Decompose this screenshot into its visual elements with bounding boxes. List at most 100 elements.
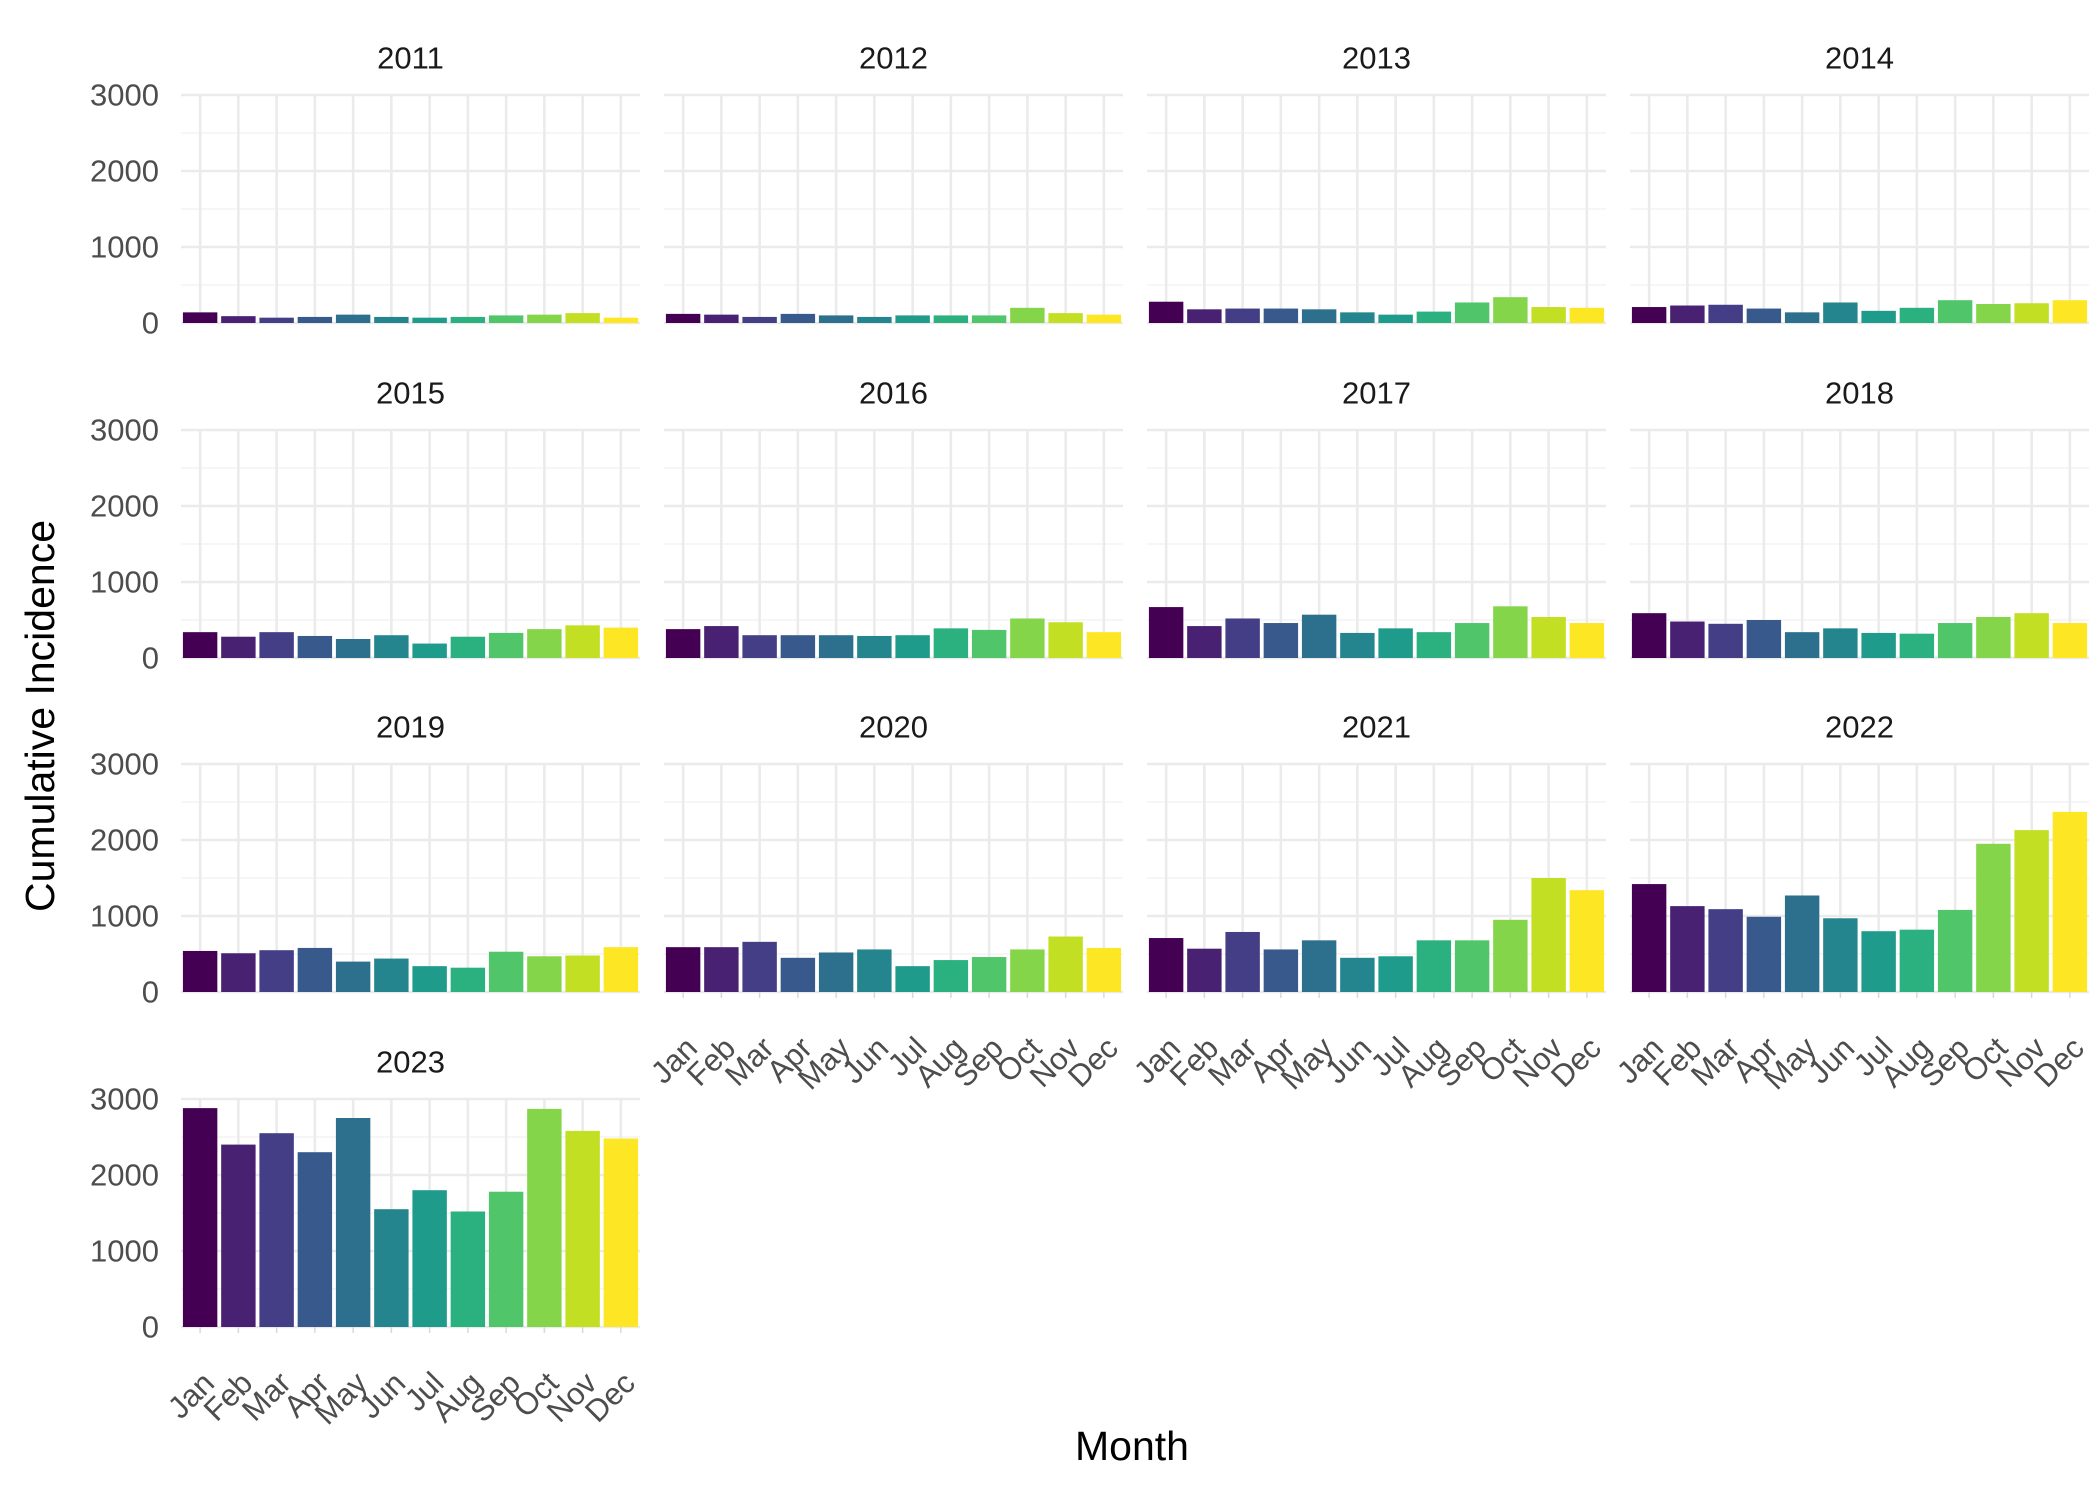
- panel-title-2022: 2022: [1825, 710, 1894, 745]
- bar-2012-Mar: [742, 316, 777, 323]
- bar-2016-Jul: [895, 635, 930, 658]
- bar-2011-Jun: [374, 316, 409, 323]
- y-tick-label: 2000: [90, 154, 159, 189]
- bar-2018-Feb: [1670, 621, 1705, 658]
- y-tick-label: 3000: [90, 78, 159, 113]
- bar-2021-Apr: [1263, 949, 1299, 992]
- y-tick-label: 2000: [90, 1158, 159, 1193]
- panel-2014: 2014: [1630, 41, 2089, 325]
- bar-2022-Sep: [1937, 909, 1973, 992]
- bar-2019-Jul: [412, 966, 447, 992]
- bar-2019-Nov: [565, 955, 600, 992]
- bar-2022-Dec: [2052, 811, 2088, 992]
- bar-2014-Mar: [1708, 304, 1743, 323]
- bar-2020-Mar: [742, 941, 777, 992]
- bar-2018-Sep: [1937, 623, 1973, 658]
- y-tick-label: 2000: [90, 823, 159, 858]
- panel-2016: 2016: [664, 376, 1123, 660]
- bar-2011-Oct: [527, 314, 562, 323]
- bar-2017-Jul: [1378, 628, 1413, 658]
- bar-2012-Sep: [971, 315, 1007, 323]
- bar-2016-Jan: [665, 629, 701, 658]
- y-tick-label: 0: [142, 975, 159, 1010]
- bar-2021-Aug: [1416, 940, 1452, 992]
- bar-2014-Jun: [1823, 302, 1858, 323]
- bar-2019-Apr: [297, 947, 333, 992]
- bar-2016-Dec: [1086, 632, 1122, 658]
- bar-2011-Apr: [297, 316, 333, 323]
- bar-2023-Nov: [565, 1130, 600, 1327]
- bar-2018-Dec: [2052, 623, 2088, 658]
- bar-2023-Jul: [412, 1190, 447, 1327]
- bar-2023-Jun: [374, 1209, 409, 1327]
- bar-2020-Aug: [933, 960, 969, 992]
- bar-2023-May: [335, 1118, 371, 1327]
- y-tick-label: 1000: [90, 230, 159, 265]
- bar-2012-Oct: [1010, 307, 1045, 323]
- bar-2017-Nov: [1531, 616, 1566, 658]
- bar-2016-Mar: [742, 635, 777, 658]
- bar-2019-Aug: [450, 967, 486, 992]
- panel-title-2012: 2012: [859, 41, 928, 76]
- bar-2011-Nov: [565, 313, 600, 323]
- bar-2019-Dec: [603, 947, 639, 992]
- bar-2021-Mar: [1225, 931, 1260, 992]
- bar-2014-May: [1784, 312, 1820, 323]
- bar-2022-Nov: [2014, 830, 2049, 992]
- bar-2013-Aug: [1416, 311, 1452, 323]
- bar-2023-Apr: [297, 1152, 333, 1327]
- bar-2011-Dec: [603, 317, 639, 323]
- y-tick-label: 1000: [90, 565, 159, 600]
- y-tick-label: 3000: [90, 1082, 159, 1117]
- bar-2018-Jun: [1823, 628, 1858, 658]
- bar-2011-Jan: [182, 312, 218, 323]
- bar-2017-Feb: [1187, 626, 1222, 658]
- bar-2013-Apr: [1263, 308, 1299, 323]
- bar-2011-Feb: [221, 316, 256, 323]
- panel-title-2015: 2015: [376, 376, 445, 411]
- bar-2021-Sep: [1454, 940, 1490, 992]
- bar-2013-Dec: [1569, 307, 1605, 323]
- bar-2017-Jan: [1148, 607, 1184, 658]
- bar-2012-Dec: [1086, 314, 1122, 323]
- y-tick-label: 3000: [90, 747, 159, 782]
- bar-2021-Jan: [1148, 938, 1184, 992]
- bar-2019-Feb: [221, 953, 256, 992]
- bar-2016-Apr: [780, 635, 816, 658]
- bar-2017-Aug: [1416, 632, 1452, 658]
- bar-2016-May: [818, 635, 854, 658]
- bar-2022-Aug: [1899, 929, 1935, 992]
- panel-2011: 2011 0 1000 2000 3000: [90, 41, 640, 341]
- bar-2018-Aug: [1899, 633, 1935, 658]
- panel-title-2013: 2013: [1342, 41, 1411, 76]
- bar-2015-Oct: [527, 629, 562, 658]
- bar-2016-Aug: [933, 628, 969, 658]
- bar-2014-Jan: [1631, 307, 1667, 323]
- bar-2020-Sep: [971, 957, 1007, 992]
- bar-2012-Jan: [665, 313, 701, 323]
- bar-2020-Jul: [895, 966, 930, 992]
- panel-2015: 2015 0 1000 2000 3000: [90, 376, 640, 676]
- panel-title-2020: 2020: [859, 710, 928, 745]
- bar-2014-Dec: [2052, 300, 2088, 323]
- bar-2019-Oct: [527, 956, 562, 992]
- bar-2023-Mar: [259, 1133, 294, 1327]
- bar-2015-May: [335, 639, 371, 658]
- bar-2023-Aug: [450, 1211, 486, 1327]
- bar-2015-Apr: [297, 635, 333, 658]
- bar-2021-Dec: [1569, 890, 1605, 992]
- bar-2013-Feb: [1187, 309, 1222, 323]
- bar-2018-May: [1784, 632, 1820, 658]
- y-tick-label: 0: [142, 1310, 159, 1345]
- bar-2014-Apr: [1746, 308, 1782, 323]
- bar-2014-Feb: [1670, 305, 1705, 323]
- panel-title-2016: 2016: [859, 376, 928, 411]
- bar-2013-Jan: [1148, 301, 1184, 323]
- bar-2012-Aug: [933, 315, 969, 323]
- bar-2013-Jul: [1378, 314, 1413, 323]
- bar-2021-Jul: [1378, 956, 1413, 992]
- bar-2015-Aug: [450, 636, 486, 658]
